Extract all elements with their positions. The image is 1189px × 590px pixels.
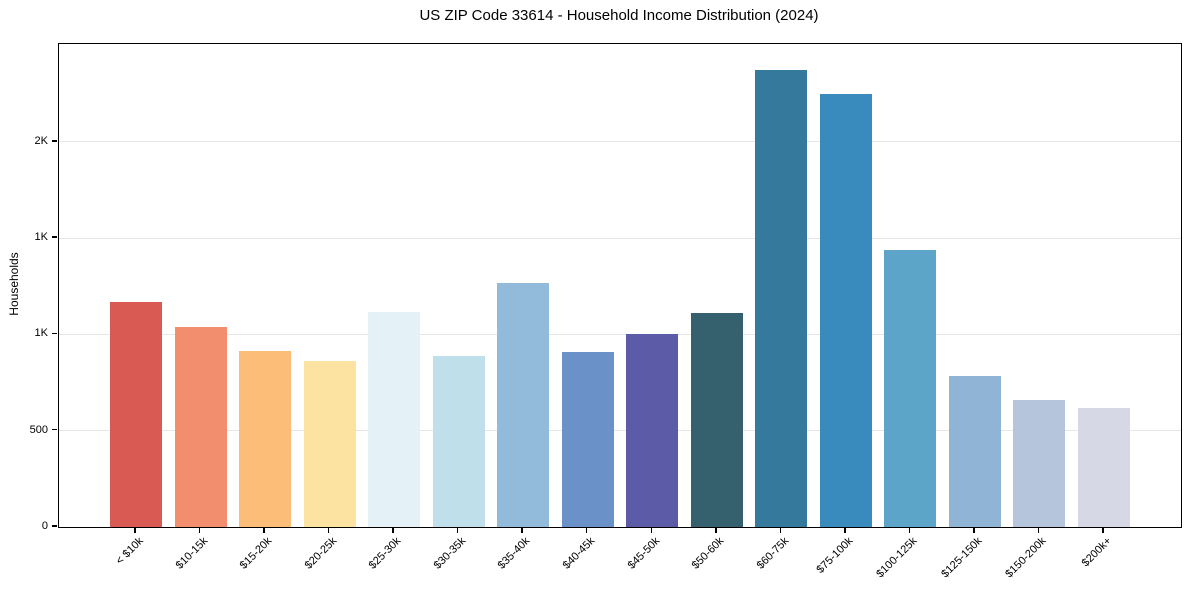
x-tick-mark: [779, 527, 782, 533]
chart-title: US ZIP Code 33614 - Household Income Dis…: [419, 7, 819, 24]
y-tick-mark: [52, 332, 57, 335]
y-tick-label: 500: [29, 423, 48, 436]
bar: [239, 350, 292, 527]
x-tick-mark: [521, 527, 523, 533]
gridline: [59, 333, 1181, 335]
x-tick-label: $40-45k: [560, 535, 598, 572]
gridline: [59, 141, 1181, 143]
x-tick-label: $200k+: [1079, 535, 1114, 570]
gridline: [59, 430, 1181, 432]
bar: [948, 375, 1001, 527]
bar: [1013, 399, 1066, 527]
x-tick-mark: [715, 527, 717, 533]
bar: [110, 301, 162, 527]
x-tick-mark: [198, 527, 201, 533]
x-tick-label: $20-25k: [302, 535, 340, 572]
x-tick-label: $10-15k: [173, 535, 211, 572]
bar: [303, 361, 356, 527]
x-tick-label: $30-35k: [431, 535, 469, 572]
x-tick-mark: [585, 527, 588, 533]
x-tick-label: $75-100k: [814, 535, 856, 576]
x-tick-mark: [1037, 527, 1040, 533]
x-tick-mark: [844, 527, 846, 533]
x-tick-label: < $10k: [113, 535, 146, 568]
x-tick-label: $45-50k: [625, 535, 662, 572]
x-tick-mark: [1102, 527, 1104, 533]
x-tick-label: $125-150k: [939, 535, 985, 581]
x-tick-mark: [134, 527, 136, 533]
bar: [690, 313, 743, 527]
bar: [755, 69, 808, 527]
bar: [432, 355, 485, 527]
bar: [1078, 407, 1130, 527]
bar: [561, 351, 614, 527]
x-tick-mark: [650, 527, 653, 533]
x-tick-mark: [263, 527, 265, 533]
y-tick-mark: [52, 428, 57, 431]
y-tick-label: 0: [41, 520, 48, 532]
y-tick-mark: [52, 236, 57, 238]
x-tick-label: $35-40k: [496, 535, 533, 572]
y-axis-label: Households: [7, 252, 21, 316]
gridline: [59, 237, 1181, 239]
bar: [884, 249, 937, 527]
bar: [626, 334, 679, 527]
bar: [497, 283, 550, 527]
y-tick-mark: [52, 140, 57, 142]
x-tick-mark: [908, 527, 911, 533]
x-tick-label: $15-20k: [237, 535, 275, 572]
plot-area: [58, 43, 1182, 528]
x-tick-mark: [973, 527, 975, 533]
x-tick-label: $50-60k: [689, 535, 727, 572]
x-tick-mark: [327, 527, 330, 533]
y-tick-mark: [52, 525, 57, 527]
bar: [819, 93, 872, 527]
x-tick-mark: [392, 527, 394, 533]
bar: [174, 326, 227, 527]
bar: [368, 312, 421, 527]
x-tick-label: $25-30k: [367, 535, 404, 572]
x-tick-mark: [456, 527, 459, 533]
y-tick-label: 2K: [34, 134, 48, 147]
x-tick-label: $150-200k: [1003, 535, 1049, 581]
y-tick-label: 1K: [34, 327, 48, 340]
x-tick-label: $60-75k: [754, 535, 791, 572]
y-tick-label: 1K: [34, 231, 48, 244]
x-tick-label: $100-125k: [874, 535, 920, 581]
